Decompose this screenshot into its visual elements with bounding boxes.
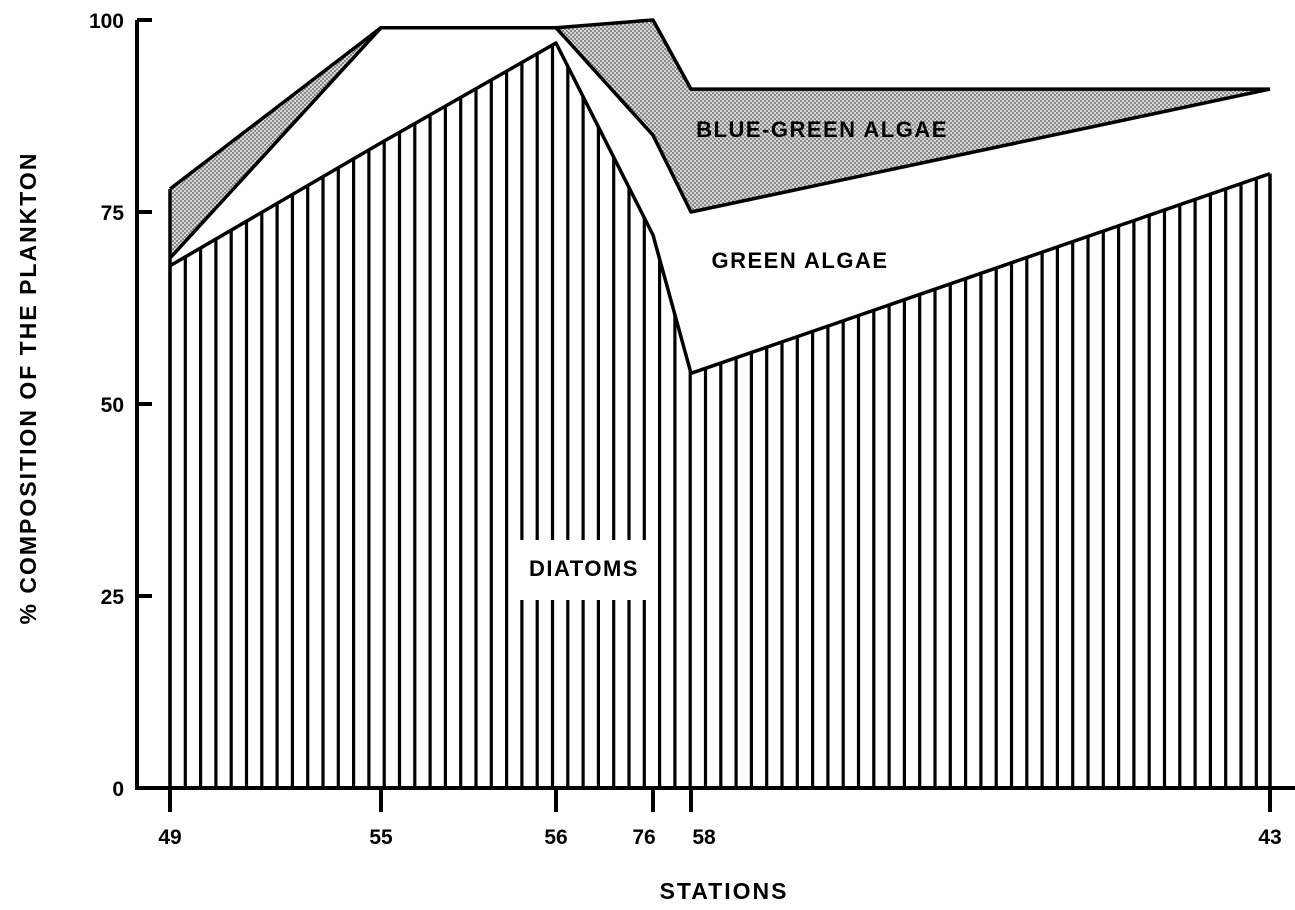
diatoms-top-line — [169, 41, 1271, 376]
blue-green-algae-top-line — [168, 18, 1270, 191]
diatoms-label: DIATOMS — [529, 556, 639, 581]
x-tick-label: 76 — [632, 826, 655, 849]
x-tick-label: 49 — [158, 826, 181, 849]
x-tick-label: 58 — [692, 826, 716, 849]
x-tick-label: 55 — [369, 826, 393, 849]
green-algae-label: GREEN ALGAE — [711, 248, 888, 273]
green-algae-area — [170, 27, 1270, 374]
diatoms-label-background — [511, 540, 657, 600]
y-tick-label: 25 — [101, 586, 125, 609]
x-tick-label: 56 — [544, 826, 567, 849]
diatom-hatching — [168, 45, 1258, 788]
blue-green-algae-label: BLUE-GREEN ALGAE — [696, 117, 948, 142]
x-axis-title: STATIONS — [660, 878, 789, 904]
green-algae-top-line — [168, 25, 1271, 260]
boundary-lines — [168, 18, 1272, 788]
x-tick-label: 43 — [1258, 826, 1281, 849]
y-tick-label: 50 — [101, 394, 124, 417]
y-tick-label: 0 — [112, 778, 124, 801]
blue-green-algae-area — [170, 20, 1270, 259]
y-tick-label: 75 — [101, 202, 125, 225]
y-tick-label: 100 — [89, 10, 124, 33]
x-axis-ticks: 49 55 56 76 58 43 — [158, 788, 1282, 849]
y-axis-title: % COMPOSITION OF THE PLANKTON — [15, 152, 41, 625]
y-axis-ticks: 0 25 50 75 100 — [89, 10, 152, 801]
